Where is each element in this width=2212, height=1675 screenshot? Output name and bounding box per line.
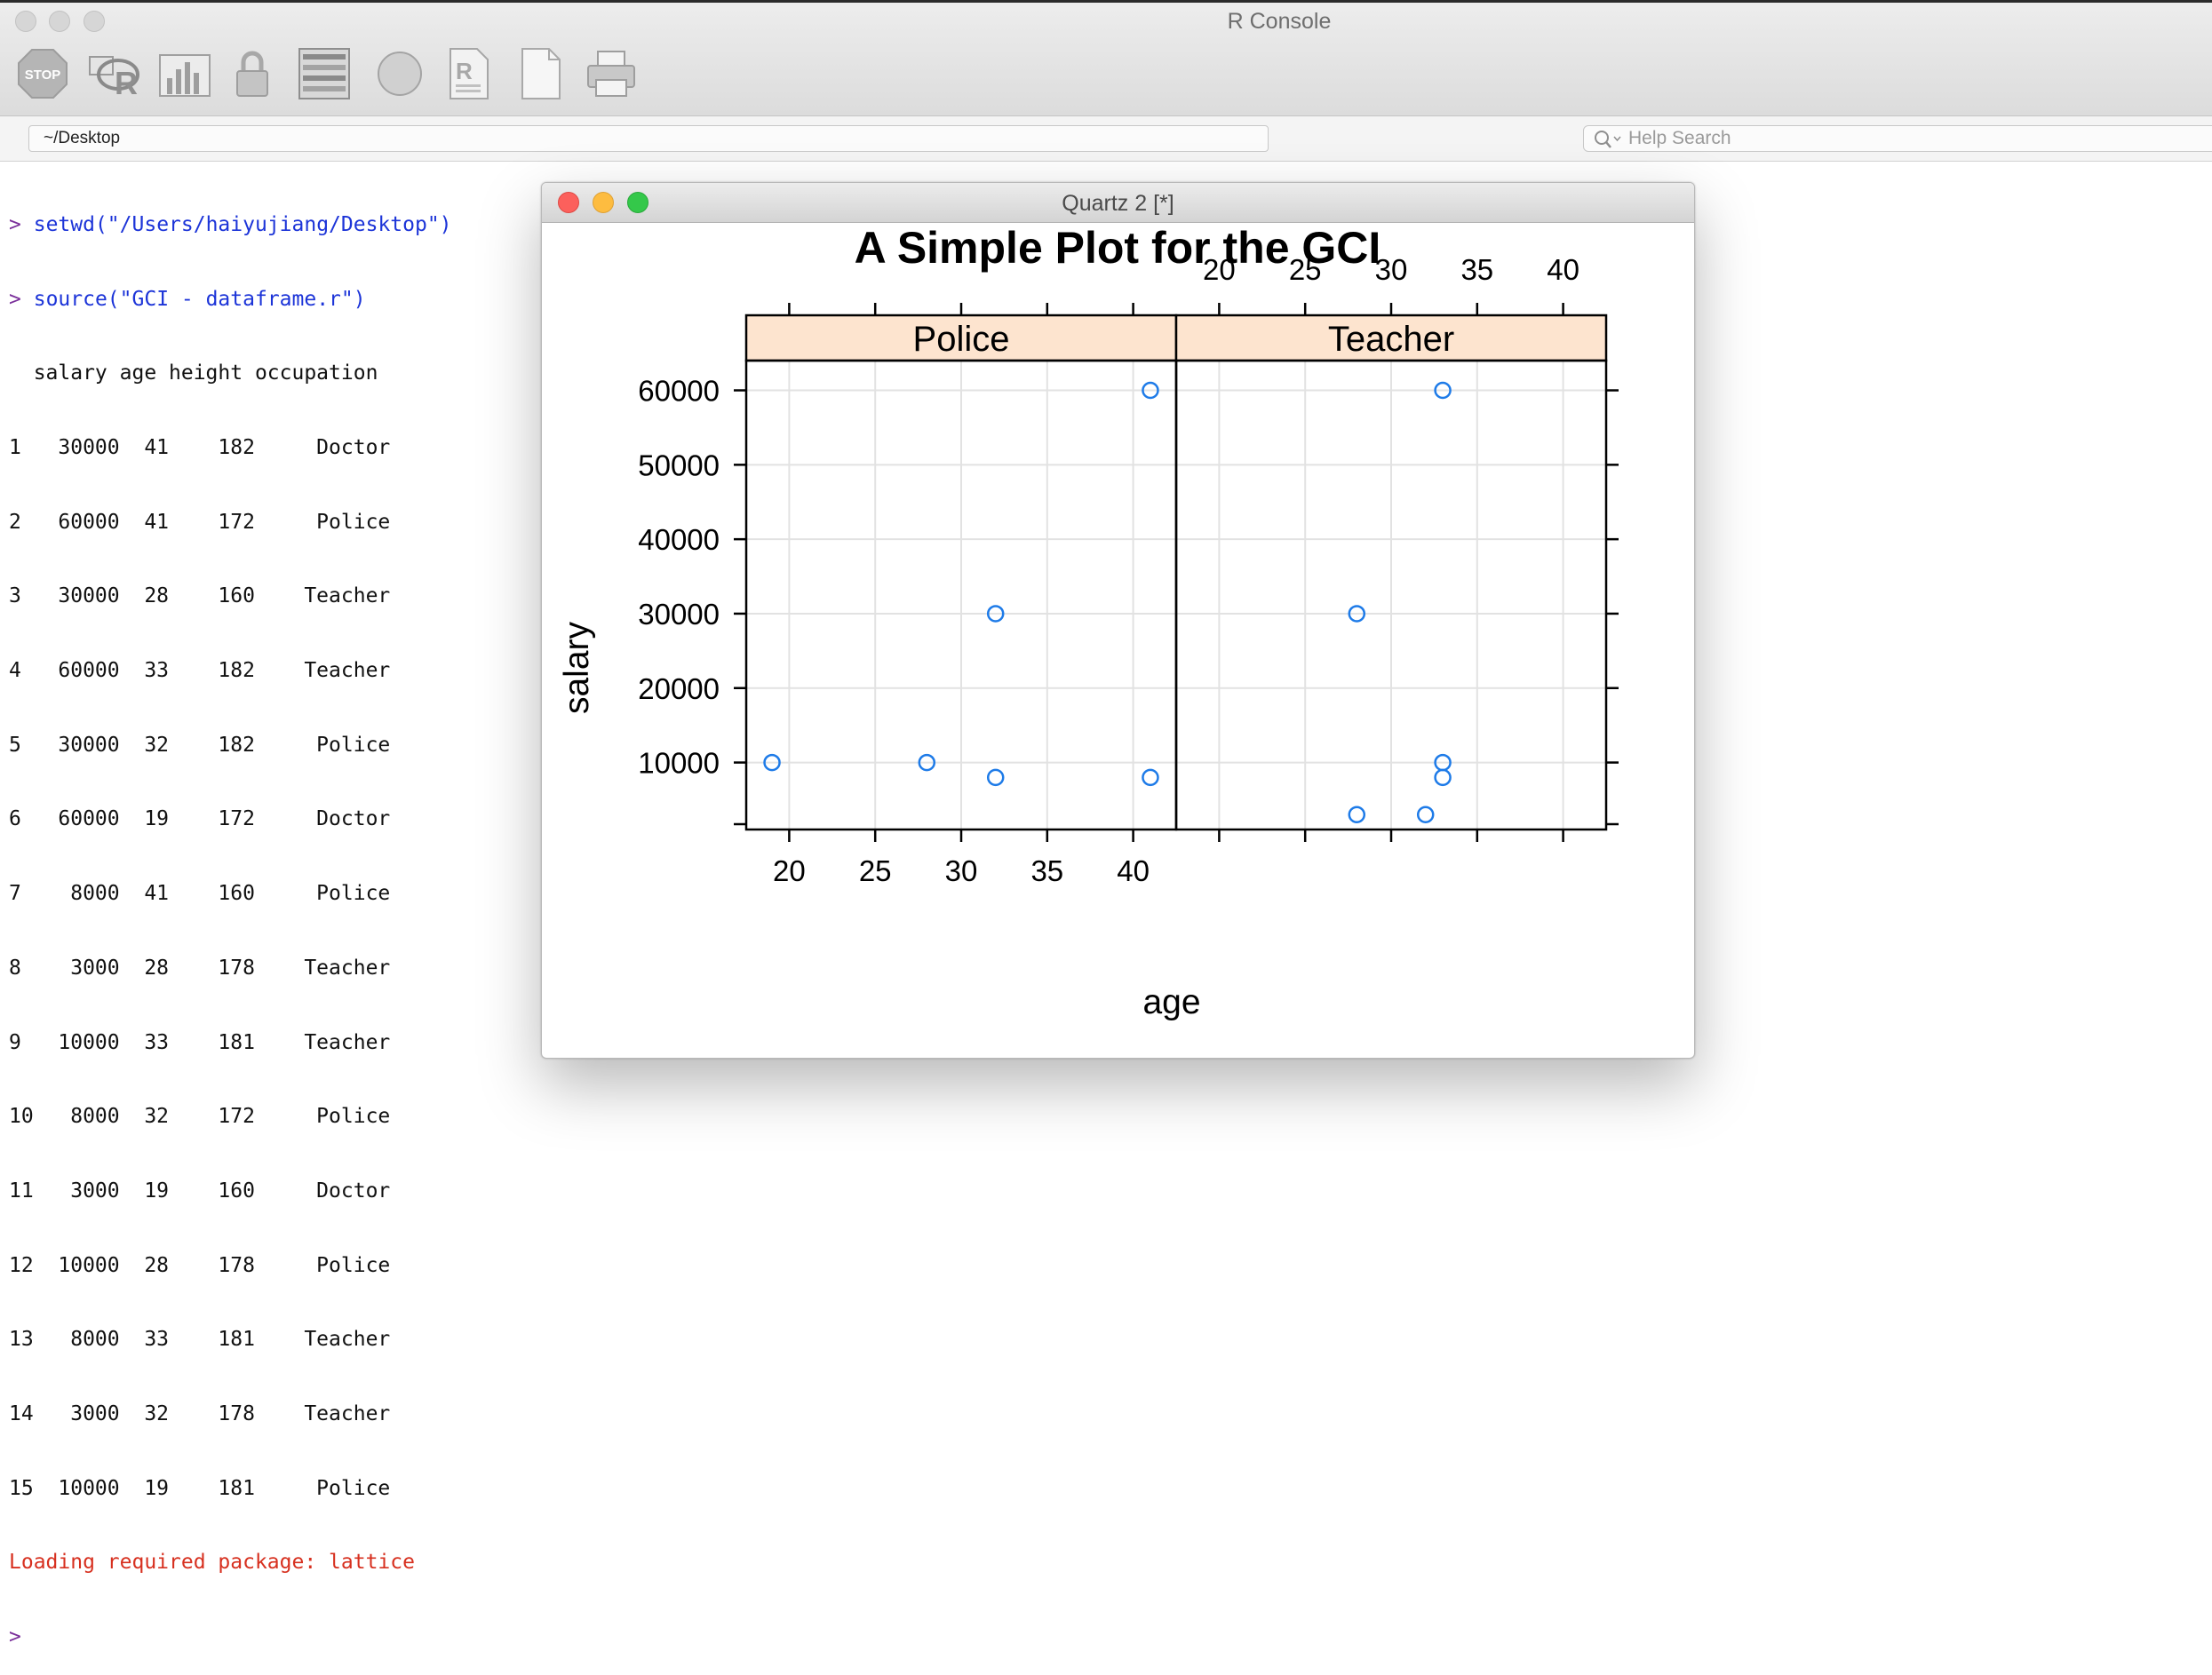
table-row: 8 3000 28 178 Teacher bbox=[9, 956, 391, 980]
working-directory-bar: ~/Desktop Help Search bbox=[0, 116, 2212, 162]
stop-button[interactable]: STOP bbox=[16, 44, 69, 103]
console-command: > source("GCI - dataframe.r") bbox=[9, 287, 366, 311]
table-row: 12 10000 28 178 Police bbox=[9, 1253, 391, 1277]
y-tick-label: 40000 bbox=[638, 523, 720, 556]
data-point bbox=[1434, 768, 1452, 787]
quartz-minimize-button[interactable] bbox=[593, 192, 614, 213]
table-row: 3 30000 28 160 Teacher bbox=[9, 584, 391, 608]
table-row: 7 8000 41 160 Police bbox=[9, 882, 391, 906]
data-point bbox=[1142, 768, 1159, 787]
quartz-titlebar[interactable]: Quartz 2 [*] bbox=[542, 183, 1694, 223]
table-header: salary age height occupation bbox=[9, 361, 378, 385]
x-tick-label: 40 bbox=[1117, 854, 1150, 887]
x-tick-label: 35 bbox=[1030, 854, 1063, 887]
x-tick-label: 25 bbox=[1289, 253, 1322, 286]
circle-icon bbox=[378, 52, 422, 96]
menu-bar-edge bbox=[0, 0, 2212, 3]
console-command: > setwd("/Users/haiyujiang/Desktop") bbox=[9, 212, 452, 236]
table-row: 10 8000 32 172 Police bbox=[9, 1105, 391, 1129]
table-row: 13 8000 33 181 Teacher bbox=[9, 1328, 391, 1352]
data-point bbox=[1348, 605, 1366, 623]
table-row: 2 60000 41 172 Police bbox=[9, 510, 391, 534]
x-tick-label: 30 bbox=[1375, 253, 1408, 286]
svg-text:STOP: STOP bbox=[25, 67, 61, 83]
zoom-button[interactable] bbox=[84, 11, 105, 32]
table-row: 1 30000 41 182 Doctor bbox=[9, 435, 391, 459]
window-title: R Console bbox=[1227, 9, 1332, 34]
working-directory-field[interactable]: ~/Desktop bbox=[28, 125, 1269, 152]
data-point bbox=[1434, 381, 1452, 400]
r-source-icon: R bbox=[89, 56, 139, 99]
search-icon bbox=[1595, 131, 1621, 148]
x-tick-label: 40 bbox=[1547, 253, 1579, 286]
circle-button[interactable] bbox=[375, 44, 425, 103]
r-document-icon: R bbox=[450, 48, 489, 99]
chart-title: A Simple Plot for the GCI bbox=[855, 223, 1381, 273]
workspace-button[interactable] bbox=[297, 44, 352, 103]
table-row: 4 60000 33 182 Teacher bbox=[9, 659, 391, 683]
new-document-button[interactable] bbox=[519, 44, 563, 103]
data-point bbox=[918, 753, 936, 772]
x-axis-label: age bbox=[1142, 983, 1200, 1021]
list-icon bbox=[298, 48, 350, 99]
close-button[interactable] bbox=[15, 11, 36, 32]
bar-chart-icon bbox=[159, 54, 211, 97]
quartz-zoom-button[interactable] bbox=[627, 192, 648, 213]
y-tick-label: 50000 bbox=[638, 449, 720, 481]
lock-button[interactable] bbox=[233, 44, 272, 103]
data-point bbox=[1416, 806, 1435, 823]
quartz-window[interactable]: Quartz 2 [*] A Simple Plot for the GCI P… bbox=[541, 182, 1695, 1059]
lock-icon bbox=[236, 51, 268, 97]
y-tick-label: 20000 bbox=[638, 672, 720, 705]
minimize-button[interactable] bbox=[49, 11, 70, 32]
print-button[interactable] bbox=[585, 44, 638, 103]
quartz-close-button[interactable] bbox=[558, 192, 579, 213]
console-input-prompt[interactable]: > bbox=[9, 1625, 21, 1649]
data-point bbox=[1348, 806, 1366, 823]
stop-icon: STOP bbox=[18, 49, 68, 99]
lattice-plot: A Simple Plot for the GCI Police Teacher … bbox=[558, 223, 1619, 1021]
strip-label: Teacher bbox=[1328, 320, 1454, 359]
help-search-placeholder: Help Search bbox=[1628, 128, 1731, 148]
table-row: 11 3000 19 160 Doctor bbox=[9, 1179, 391, 1203]
help-search-input[interactable]: Help Search bbox=[1583, 125, 2212, 152]
svg-text:R: R bbox=[115, 65, 138, 99]
data-point bbox=[1142, 381, 1159, 400]
x-tick-label: 20 bbox=[773, 854, 806, 887]
strip-label: Police bbox=[913, 320, 1010, 359]
y-axis-label: salary bbox=[558, 621, 596, 714]
data-point bbox=[986, 605, 1005, 623]
x-tick-label: 25 bbox=[859, 854, 892, 887]
table-row: 14 3000 32 178 Teacher bbox=[9, 1402, 391, 1426]
y-tick-label: 10000 bbox=[638, 747, 720, 780]
source-script-button[interactable]: R bbox=[85, 44, 144, 103]
x-tick-label: 30 bbox=[945, 854, 978, 887]
data-point bbox=[986, 768, 1005, 787]
printer-icon bbox=[587, 51, 635, 97]
quartz-button[interactable] bbox=[156, 44, 213, 103]
console-message: Loading required package: lattice bbox=[9, 1551, 415, 1575]
svg-text:R: R bbox=[456, 58, 473, 84]
y-tick-label: 30000 bbox=[638, 598, 720, 631]
y-tick-label: 60000 bbox=[638, 375, 720, 408]
console-titlebar: R Console STOP R bbox=[0, 0, 2212, 116]
table-row: 9 10000 33 181 Teacher bbox=[9, 1030, 391, 1054]
console-output[interactable]: > setwd("/Users/haiyujiang/Desktop") > s… bbox=[9, 163, 452, 1675]
x-tick-label: 20 bbox=[1203, 253, 1236, 286]
quartz-title: Quartz 2 [*] bbox=[1062, 191, 1174, 216]
table-row: 15 10000 19 181 Police bbox=[9, 1476, 391, 1500]
table-row: 5 30000 32 182 Police bbox=[9, 733, 391, 757]
panel-strip bbox=[744, 314, 1178, 362]
x-tick-label: 35 bbox=[1460, 253, 1493, 286]
new-document-icon bbox=[521, 48, 561, 99]
data-point bbox=[763, 753, 781, 772]
table-row: 6 60000 19 172 Doctor bbox=[9, 807, 391, 831]
r-document-button[interactable]: R bbox=[446, 44, 492, 103]
